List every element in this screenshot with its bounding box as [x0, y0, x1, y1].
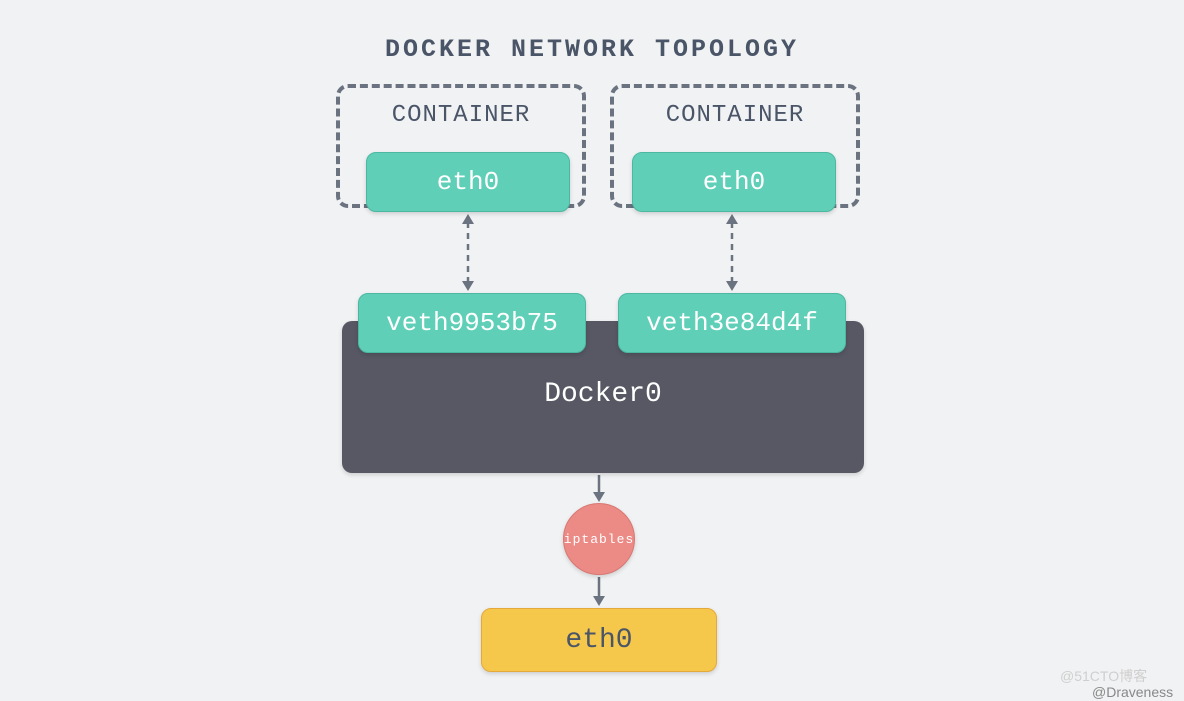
- edge: [458, 214, 478, 291]
- watermark: @51CTO博客: [1060, 666, 1147, 686]
- node-iptables: iptables: [563, 503, 635, 575]
- edge: [589, 475, 609, 502]
- node-label-container2: CONTAINER: [666, 102, 805, 129]
- node-eth0_host: eth0: [481, 608, 717, 672]
- edge: [589, 577, 609, 606]
- node-veth1: veth9953b75: [358, 293, 586, 353]
- node-label-container1: CONTAINER: [392, 102, 531, 129]
- watermark: @Draveness: [1092, 684, 1173, 700]
- node-eth0_c1: eth0: [366, 152, 570, 212]
- node-eth0_c2: eth0: [632, 152, 836, 212]
- edge: [722, 214, 742, 291]
- node-veth2: veth3e84d4f: [618, 293, 846, 353]
- diagram-title: DOCKER NETWORK TOPOLOGY: [0, 35, 1184, 64]
